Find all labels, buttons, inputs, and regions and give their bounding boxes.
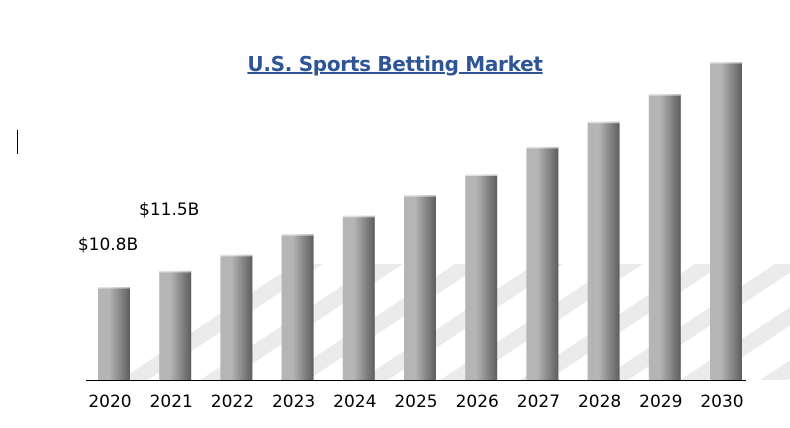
x-tick-label: 2021 [150, 392, 193, 412]
bar-cap [342, 215, 375, 218]
bar-cap [98, 287, 130, 289]
x-tick-label: 2028 [578, 392, 621, 412]
bar-2020 [98, 287, 130, 380]
x-tick-label: 2026 [456, 392, 499, 412]
bars-group [98, 62, 742, 381]
chart-title: U.S. Sports Betting Market [247, 52, 543, 76]
bar-2025 [404, 195, 436, 380]
bar-cap [404, 195, 436, 197]
bar-2030 [710, 62, 742, 380]
background-stripe [760, 360, 790, 380]
text-cursor [17, 130, 18, 154]
x-tick-label: 2027 [517, 392, 560, 412]
x-tick-label: 2022 [211, 392, 254, 412]
x-tick-label: 2029 [639, 392, 682, 412]
bar-2028 [587, 121, 620, 380]
bar-2027 [526, 146, 559, 380]
x-tick-label: 2024 [333, 392, 376, 412]
background-stripe [680, 307, 790, 380]
x-tick-label: 2023 [272, 392, 315, 412]
bar-2022 [220, 254, 253, 380]
bar-cap [587, 121, 620, 124]
bar-cap [465, 174, 498, 176]
bar-cap [648, 94, 681, 96]
data-labels: $10.8B$11.5B [78, 200, 200, 255]
bar-cap [220, 254, 253, 257]
bar-cap [159, 270, 192, 273]
data-label-2021: $11.5B [139, 200, 199, 220]
bar-2023 [281, 234, 314, 380]
bar-2024 [342, 215, 375, 380]
bar-cap [281, 234, 314, 236]
data-label-2020: $10.8B [78, 235, 138, 255]
x-tick-label: 2030 [700, 392, 743, 412]
x-tick-label: 2020 [88, 392, 131, 412]
background-stripe [600, 264, 790, 380]
bar-cap [710, 62, 742, 64]
bar-2026 [465, 174, 498, 380]
x-tick-labels: 2020 2021 2022 2023 2024 2025 2026 2027 2028 2029… [88, 392, 743, 412]
bar-2029 [648, 94, 681, 381]
bar-cap [526, 146, 559, 149]
bar-2021 [159, 270, 192, 380]
x-tick-label: 2025 [394, 392, 437, 412]
